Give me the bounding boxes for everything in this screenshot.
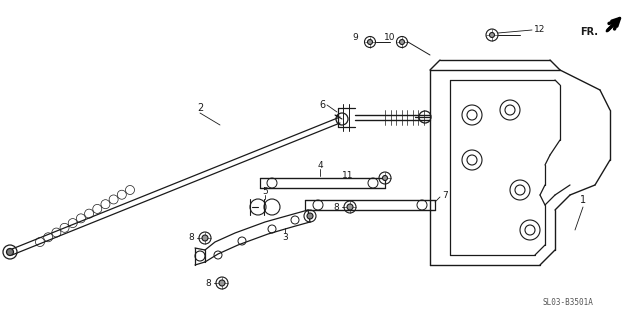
Circle shape (347, 204, 353, 210)
Text: SL03-B3501A: SL03-B3501A (542, 298, 593, 307)
Circle shape (490, 33, 495, 37)
Text: FR.: FR. (580, 27, 598, 37)
Circle shape (383, 176, 387, 180)
Text: 9: 9 (352, 33, 358, 42)
Text: 4: 4 (317, 160, 323, 170)
Circle shape (367, 40, 372, 44)
Text: 7: 7 (442, 191, 448, 199)
Text: 6: 6 (319, 100, 325, 110)
Text: 1: 1 (580, 195, 586, 205)
Circle shape (219, 280, 225, 286)
Text: 11: 11 (342, 171, 354, 179)
Text: 5: 5 (262, 186, 268, 196)
Text: 3: 3 (282, 234, 288, 243)
Text: 8: 8 (188, 234, 194, 243)
Text: 2: 2 (197, 103, 203, 113)
FancyArrowPatch shape (608, 21, 618, 30)
Text: 10: 10 (384, 33, 396, 42)
Text: 12: 12 (534, 25, 546, 35)
Text: 8: 8 (205, 279, 211, 288)
Text: 8: 8 (333, 203, 339, 211)
Circle shape (399, 40, 404, 44)
Circle shape (6, 249, 13, 256)
Circle shape (202, 235, 208, 241)
Circle shape (307, 213, 313, 219)
